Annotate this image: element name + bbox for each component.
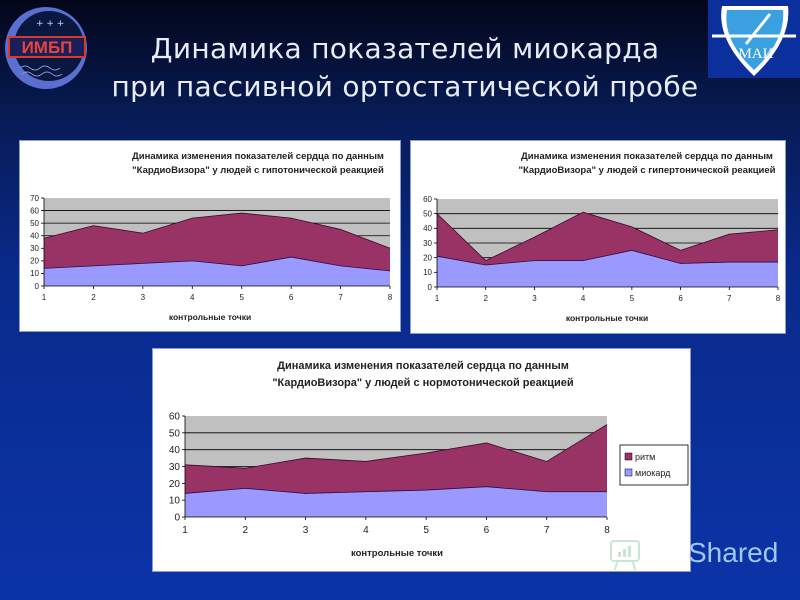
svg-text:МАИ: МАИ [738,46,773,62]
x-tick-label: 6 [484,525,490,536]
chart-title-line2: "КардиоВизора" у людей с нормотонической… [272,377,573,389]
area-myocard [437,250,778,287]
y-tick-label: 70 [30,194,39,203]
chart-title-line2: "КардиоВизора" у людей с гипертонической… [518,165,775,176]
x-tick-label: 1 [42,293,47,302]
legend-label-rhythm: ритм [635,452,655,462]
x-tick-label: 6 [289,293,294,302]
y-tick-label: 50 [423,209,432,218]
slideshare-icon [607,537,643,571]
x-axis-label: контрольные точки [169,312,251,322]
chart-title-line1: Динамика изменения показателей сердца по… [521,151,773,162]
x-tick-label: 1 [182,525,188,536]
y-tick-label: 60 [423,195,432,204]
x-tick-label: 3 [303,525,309,536]
x-tick-label: 7 [727,294,732,303]
x-tick-label: 5 [239,293,244,302]
y-tick-label: 10 [169,496,181,507]
x-axis-label: контрольные точки [566,313,648,323]
area-rhythm [437,212,778,265]
y-tick-label: 10 [30,269,39,278]
plot-area: 0 10 20 30 40 50 60 1 2 3 4 5 6 7 8 [169,412,610,537]
svg-text:+ + +: + + + [36,19,64,29]
y-tick-label: 50 [30,219,39,228]
slide-title-line2: при пассивной ортостатической пробе [111,70,699,103]
y-tick-label: 0 [428,283,433,292]
legend-swatch-myocard [624,468,633,477]
chart-normotonic-svg: Динамика изменения показателей сердца по… [169,360,689,559]
x-tick-label: 2 [243,525,249,536]
chart-hypotonic: Динамика изменения показателей сердца по… [19,140,401,332]
watermark-text: Shared [688,537,779,568]
chart-normotonic: Динамика изменения показателей сердца по… [152,348,691,572]
x-tick-label: 8 [604,525,610,536]
x-tick-label: 6 [678,294,683,303]
legend-label-myocard: миокард [635,468,671,478]
y-tick-label: 60 [30,206,39,215]
y-tick-label: 20 [423,253,432,262]
x-tick-label: 4 [363,525,369,536]
imbp-logo: + + + ИМБП [2,2,90,90]
x-tick-label: 8 [388,293,393,302]
x-tick-label: 2 [91,293,96,302]
chart-hypotonic-svg: Динамика изменения показателей сердца по… [30,151,393,322]
y-tick-label: 30 [169,462,181,473]
chart-hypertonic: Динамика изменения показателей сердца по… [410,140,786,334]
x-tick-label: 2 [483,294,488,303]
chart-title-line1: Динамика изменения показателей сердца по… [277,360,569,372]
x-tick-label: 1 [435,294,440,303]
plot-area: 0 10 20 30 40 50 60 1 2 3 4 5 6 7 8 [423,195,781,303]
area-myocard [185,486,607,517]
chart-title-line1: Динамика изменения показателей сердца по… [132,151,384,162]
legend-swatch-rhythm [624,452,633,461]
x-tick-label: 7 [544,525,550,536]
x-tick-label: 5 [630,294,635,303]
y-tick-label: 0 [174,513,180,524]
y-tick-label: 10 [423,268,432,277]
y-tick-label: 60 [169,412,181,423]
y-tick-label: 30 [30,244,39,253]
x-tick-label: 3 [141,293,146,302]
chart-title-line2: "КардиоВизора" у людей с гипотонической … [132,165,384,176]
y-tick-label: 20 [30,257,39,266]
x-axis-label: контрольные точки [351,548,443,559]
y-tick-label: 40 [423,224,432,233]
y-tick-label: 40 [30,232,39,241]
area-rhythm [44,213,390,271]
svg-text:ИМБП: ИМБП [22,38,73,57]
chart-hypertonic-svg: Динамика изменения показателей сердца по… [423,151,781,323]
legend: ритм миокард [619,444,689,486]
y-tick-label: 30 [423,239,432,248]
slide-title-line1: Динамика показателей миокарда [150,32,660,65]
x-tick-label: 4 [581,294,586,303]
x-tick-label: 3 [532,294,537,303]
y-tick-label: 40 [169,445,181,456]
y-tick-label: 20 [169,479,181,490]
x-tick-label: 5 [423,525,429,536]
y-tick-label: 0 [35,282,40,291]
slide-title: Динамика показателей миокарда при пассив… [95,30,715,106]
area-rhythm [185,424,607,494]
x-tick-label: 7 [338,293,343,302]
x-tick-label: 8 [776,294,781,303]
y-tick-label: 50 [169,428,181,439]
plot-area: 0 10 20 30 40 50 60 70 1 2 3 4 5 6 7 8 [30,194,393,302]
x-tick-label: 4 [190,293,195,302]
mai-logo: МАИ [708,0,800,78]
